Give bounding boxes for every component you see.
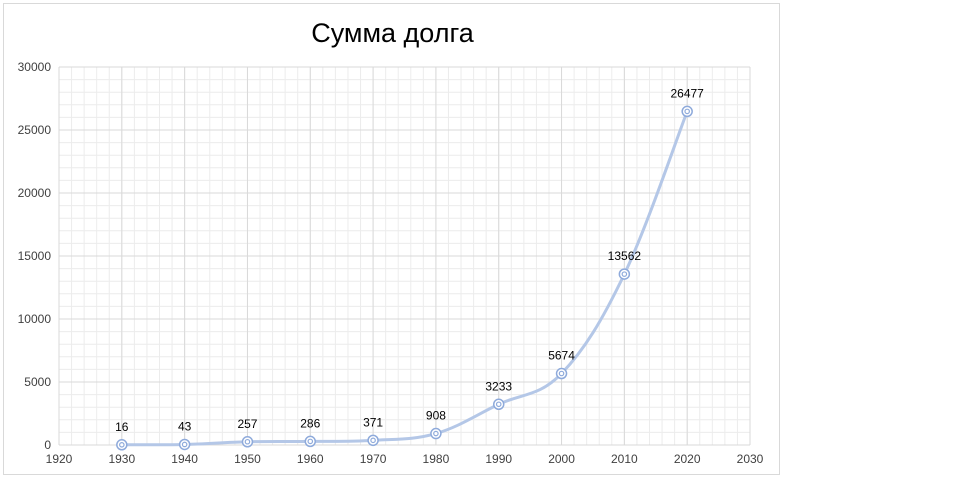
y-tick-label: 5000 bbox=[24, 375, 51, 389]
data-point bbox=[178, 438, 191, 451]
x-tick-label: 2010 bbox=[611, 452, 638, 466]
data-label: 257 bbox=[237, 417, 257, 431]
data-point-inner bbox=[370, 437, 376, 444]
y-tick-label: 15000 bbox=[18, 249, 52, 263]
data-point bbox=[681, 105, 693, 118]
y-tick-label: 20000 bbox=[18, 186, 52, 200]
data-point-inner bbox=[181, 441, 188, 448]
x-axis-tick-labels: 1920 1930 1940 1950 1960 1970 1980 1990 2000 2010… bbox=[46, 452, 764, 466]
x-tick-label: 1990 bbox=[485, 452, 512, 466]
x-tick-label: 2000 bbox=[548, 452, 575, 466]
data-point-inner bbox=[558, 370, 565, 377]
major-gridlines bbox=[58, 66, 751, 446]
x-tick-label: 2020 bbox=[674, 452, 701, 466]
chart-frame: Сумма долга 1920 1930 1940 1950 1960 1970 1980… bbox=[3, 3, 780, 475]
chart-plot: 1920 1930 1940 1950 1960 1970 1980 1990 2000 2010… bbox=[18, 60, 764, 466]
x-tick-label: 2030 bbox=[737, 452, 764, 466]
data-point bbox=[304, 435, 317, 448]
x-tick-label: 1950 bbox=[234, 452, 261, 466]
data-label: 13562 bbox=[608, 249, 642, 263]
y-tick-label: 10000 bbox=[18, 312, 52, 326]
data-label: 43 bbox=[178, 419, 192, 433]
data-label: 16 bbox=[115, 420, 129, 434]
data-point bbox=[367, 434, 379, 447]
data-point-inner bbox=[684, 108, 690, 115]
data-point-inner bbox=[621, 271, 628, 277]
x-tick-label: 1980 bbox=[423, 452, 450, 466]
data-label: 371 bbox=[363, 415, 383, 429]
x-tick-label: 1940 bbox=[171, 452, 198, 466]
y-axis-tick-labels: 0 5000 10000 15000 20000 25000 30000 bbox=[18, 60, 52, 452]
data-point-inner bbox=[244, 438, 251, 445]
data-point bbox=[430, 427, 442, 440]
data-label: 26477 bbox=[670, 86, 704, 100]
y-tick-label: 0 bbox=[44, 438, 51, 452]
x-tick-label: 1970 bbox=[360, 452, 387, 466]
data-point-inner bbox=[495, 401, 502, 408]
data-point bbox=[116, 439, 128, 451]
data-point bbox=[555, 367, 568, 380]
y-tick-label: 25000 bbox=[18, 123, 52, 137]
data-point bbox=[241, 436, 254, 448]
y-tick-label: 30000 bbox=[18, 60, 52, 74]
data-point bbox=[492, 398, 505, 411]
data-point-inner bbox=[307, 438, 314, 445]
data-label: 3233 bbox=[485, 379, 512, 393]
data-label: 908 bbox=[426, 409, 446, 423]
data-point-inner bbox=[119, 441, 125, 448]
data-point-inner bbox=[433, 430, 439, 437]
data-label: 5674 bbox=[548, 349, 575, 363]
data-label: 286 bbox=[300, 416, 320, 430]
data-labels: 16 43 257 286 371 908 3233 5674 13562 26477 bbox=[115, 86, 704, 433]
x-tick-label: 1920 bbox=[46, 452, 73, 466]
chart-title: Сумма долга bbox=[311, 18, 474, 48]
data-points bbox=[116, 105, 693, 451]
x-tick-label: 1960 bbox=[297, 452, 324, 466]
x-tick-label: 1930 bbox=[108, 452, 135, 466]
data-point bbox=[618, 268, 631, 280]
